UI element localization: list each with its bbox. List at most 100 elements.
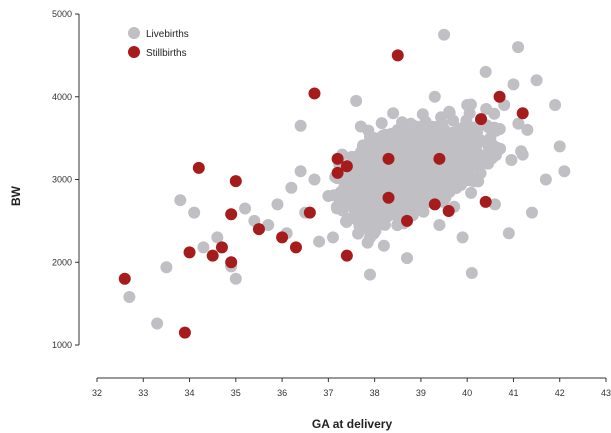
livebirth-point xyxy=(414,195,427,208)
livebirth-point xyxy=(392,168,405,181)
livebirth-point xyxy=(525,206,538,219)
livebirth-point xyxy=(474,134,487,147)
livebirth-point xyxy=(151,317,164,330)
livebirth-point xyxy=(450,139,463,152)
y-axis-title: BW xyxy=(9,185,23,206)
livebirth-point xyxy=(432,137,445,150)
livebirth-point xyxy=(160,261,173,274)
legend: Livebirths Stillbirths xyxy=(128,27,189,59)
x-tick-label: 42 xyxy=(555,388,565,398)
y-tick-label: 3000 xyxy=(52,175,72,185)
livebirth-point xyxy=(308,173,321,186)
livebirth-point xyxy=(387,107,400,120)
livebirth-point xyxy=(467,173,480,186)
livebirth-point xyxy=(479,65,492,78)
y-tick-label: 1000 xyxy=(52,340,72,350)
stillbirth-point xyxy=(276,231,289,244)
livebirth-point xyxy=(516,148,529,161)
livebirth-point xyxy=(423,137,436,150)
livebirth-point xyxy=(377,239,390,252)
stillbirth-point xyxy=(340,249,353,262)
livebirth-point xyxy=(461,99,474,112)
livebirth-point xyxy=(375,167,388,180)
stillbirth-point xyxy=(215,241,228,254)
livebirth-point xyxy=(419,115,432,128)
livebirth-point xyxy=(530,74,543,87)
livebirth-point xyxy=(356,182,369,195)
y-axis-ticks: 1000 2000 3000 4000 5000 xyxy=(52,9,79,350)
livebirth-point xyxy=(271,198,284,211)
livebirth-point xyxy=(197,241,210,254)
stillbirth-point xyxy=(479,195,492,208)
legend-livebirths-marker xyxy=(128,27,140,39)
livebirth-point xyxy=(549,99,562,112)
livebirth-point xyxy=(239,202,252,215)
livebirth-point xyxy=(465,186,478,199)
x-axis-title: GA at delivery xyxy=(312,417,393,431)
x-tick-label: 38 xyxy=(370,388,380,398)
livebirth-point xyxy=(354,172,367,185)
livebirth-point xyxy=(345,198,358,211)
livebirth-point xyxy=(438,28,451,41)
livebirth-point xyxy=(446,126,459,139)
livebirth-point xyxy=(488,198,501,211)
livebirth-point xyxy=(435,163,448,175)
y-tick-label: 2000 xyxy=(52,257,72,267)
livebirth-point xyxy=(391,123,404,136)
livebirth-point xyxy=(367,222,379,235)
stillbirths-points xyxy=(118,49,529,339)
stillbirth-point xyxy=(118,272,131,285)
stillbirth-point xyxy=(428,198,441,211)
stillbirth-point xyxy=(252,223,265,236)
livebirth-point xyxy=(465,267,478,280)
stillbirth-point xyxy=(178,326,191,339)
livebirth-point xyxy=(229,272,242,285)
livebirth-point xyxy=(406,142,419,155)
stillbirth-point xyxy=(516,107,529,120)
x-tick-label: 32 xyxy=(92,388,102,398)
livebirth-point xyxy=(313,235,326,248)
livebirth-point xyxy=(512,117,525,130)
stillbirth-point xyxy=(391,49,404,62)
livebirth-point xyxy=(350,94,363,107)
livebirth-point xyxy=(415,171,428,184)
livebirth-point xyxy=(461,130,474,143)
livebirth-point xyxy=(326,231,339,244)
livebirth-point xyxy=(449,177,462,190)
livebirth-point xyxy=(376,200,389,213)
livebirth-point xyxy=(410,181,423,194)
x-tick-label: 41 xyxy=(508,388,518,398)
livebirth-point xyxy=(447,165,460,178)
stillbirth-point xyxy=(225,256,238,269)
livebirth-point xyxy=(558,165,571,178)
livebirth-point xyxy=(294,165,307,178)
livebirth-point xyxy=(494,142,507,155)
stillbirth-point xyxy=(229,175,242,188)
livebirth-point xyxy=(435,180,448,193)
x-tick-label: 43 xyxy=(601,388,611,398)
livebirth-point xyxy=(364,268,377,281)
stillbirth-point xyxy=(493,90,506,103)
stillbirth-point xyxy=(401,214,414,227)
x-tick-label: 35 xyxy=(231,388,241,398)
livebirth-point xyxy=(174,194,187,207)
x-tick-label: 36 xyxy=(277,388,287,398)
livebirth-point xyxy=(433,219,446,232)
livebirth-point xyxy=(413,124,425,137)
stillbirth-point xyxy=(442,204,455,217)
stillbirth-point xyxy=(340,160,353,173)
stillbirth-point xyxy=(206,249,219,262)
livebirth-point xyxy=(507,78,520,91)
y-tick-label: 4000 xyxy=(52,92,72,102)
livebirth-point xyxy=(123,291,136,304)
stillbirth-point xyxy=(331,152,344,165)
x-axis-ticks: 32 33 34 35 36 37 38 39 40 41 42 43 xyxy=(92,378,611,398)
livebirth-point xyxy=(375,117,388,130)
livebirth-point xyxy=(322,190,335,203)
x-tick-label: 39 xyxy=(416,388,426,398)
livebirth-point xyxy=(359,214,372,227)
stillbirth-point xyxy=(475,113,488,126)
stillbirth-point xyxy=(308,87,321,100)
x-tick-label: 34 xyxy=(185,388,195,398)
livebirth-point xyxy=(285,181,298,194)
